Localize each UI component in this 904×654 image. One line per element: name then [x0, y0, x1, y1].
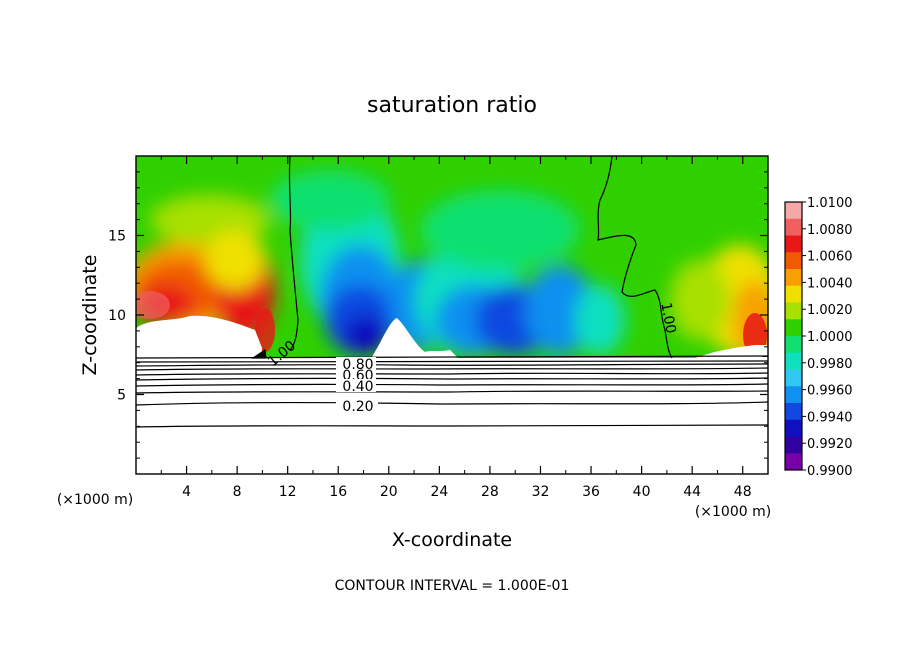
- colorbar-swatch: [785, 436, 802, 454]
- colorbar-swatch: [785, 352, 802, 370]
- contour-line: [136, 372, 768, 376]
- colorbar-swatch: [785, 235, 802, 253]
- colorbar: 1.0100 1.0080 1.0060 1.0040 1.0020 1.0000 0.99…: [784, 196, 853, 479]
- x-tick-label: 32: [532, 484, 550, 500]
- colorbar-swatch: [785, 319, 802, 337]
- y-tick-label: 15: [108, 229, 126, 245]
- colorbar-swatch: [785, 386, 802, 404]
- x-tick-label: 4: [182, 484, 191, 500]
- y-axis-unit: (×1000 m): [57, 492, 133, 508]
- contour-label: 0.40: [342, 379, 373, 395]
- colorbar-swatch: [785, 336, 802, 354]
- contour-line-1-00-right: [597, 156, 673, 359]
- colorbar-label: 0.9960: [807, 384, 853, 399]
- x-tick-label: 28: [481, 484, 499, 500]
- contour-line: [136, 401, 768, 406]
- colorbar-label: 1.0080: [807, 223, 853, 238]
- y-axis-label: Z-coordinate: [79, 255, 101, 376]
- contour-line: [136, 383, 768, 387]
- contour-label: 0.20: [342, 399, 373, 415]
- x-tick-label: 36: [582, 484, 600, 500]
- colorbar-label: 1.0060: [807, 250, 853, 265]
- contour-lines: [136, 156, 768, 428]
- contour-label: 0.80: [342, 357, 373, 373]
- contour-wedge: [251, 348, 267, 359]
- x-tick-label: 44: [683, 484, 701, 500]
- contour-line: [136, 390, 768, 394]
- chart-title: saturation ratio: [367, 93, 537, 118]
- colorbar-swatch: [785, 202, 802, 220]
- x-tick-label: 12: [279, 484, 297, 500]
- colorbar-label: 1.0020: [807, 303, 853, 318]
- colorbar-label: 0.9920: [807, 437, 853, 452]
- colorbar-swatch: [785, 369, 802, 387]
- contour-line-1-00-left: [288, 156, 299, 351]
- colorbar-label: 1.0040: [807, 276, 853, 291]
- contour-line: [136, 367, 768, 371]
- colorbar-swatch: [785, 453, 802, 471]
- x-axis-unit: (×1000 m): [695, 504, 771, 520]
- y-axis: 5 10 15: [108, 171, 768, 459]
- x-tick-label: 16: [329, 484, 347, 500]
- contour-line: [136, 424, 768, 428]
- colorbar-swatch: [785, 302, 802, 320]
- colorbar-label: 0.9900: [807, 464, 853, 479]
- x-tick-label: 40: [633, 484, 651, 500]
- x-tick-label: 8: [233, 484, 242, 500]
- x-tick-label: 48: [734, 484, 752, 500]
- contour-interval-note: CONTOUR INTERVAL = 1.000E-01: [335, 578, 570, 594]
- heatmap-field: [136, 156, 768, 474]
- colorbar-swatch: [785, 218, 802, 236]
- contour-line: [136, 377, 768, 381]
- colorbar-label: 0.9980: [807, 357, 853, 372]
- colorbar-label: 1.0100: [807, 196, 853, 211]
- y-tick-label: 5: [117, 388, 126, 404]
- x-tick-label: 20: [380, 484, 398, 500]
- contour-line-top: [136, 355, 768, 359]
- contour-line: [136, 363, 768, 367]
- colorbar-label: 0.9940: [807, 410, 853, 425]
- x-axis-label: X-coordinate: [392, 529, 512, 551]
- colorbar-swatch: [785, 403, 802, 421]
- colorbar-swatch: [785, 419, 802, 437]
- contour-label: 1.00: [657, 301, 678, 334]
- x-tick-label: 24: [430, 484, 448, 500]
- colorbar-label: 1.0000: [807, 330, 853, 345]
- y-tick-label: 10: [108, 308, 126, 324]
- colorbar-swatch: [785, 269, 802, 287]
- colorbar-swatch: [785, 252, 802, 270]
- colorbar-swatch: [785, 285, 802, 303]
- x-axis: 4 8 12 16 20 24 28 32 36 40 44 48: [160, 156, 752, 500]
